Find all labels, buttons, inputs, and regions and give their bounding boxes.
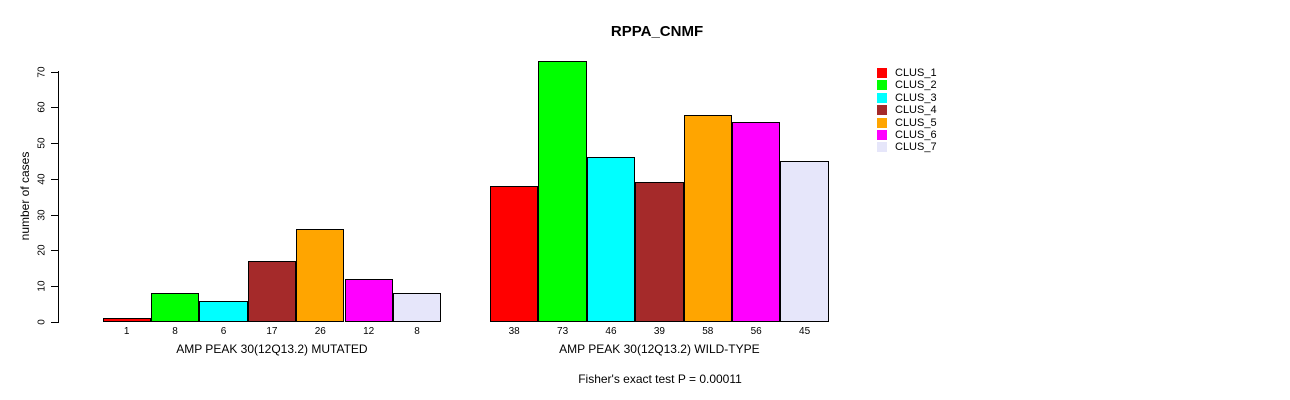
y-tick <box>51 286 58 288</box>
bar <box>538 60 587 322</box>
bar <box>199 300 248 322</box>
legend-swatch <box>877 117 887 128</box>
y-axis-line <box>58 71 59 323</box>
bar-value-label: 8 <box>172 326 178 337</box>
legend-label: CLUS_6 <box>895 129 937 141</box>
y-tick <box>51 214 58 216</box>
legend-label: CLUS_3 <box>895 91 937 104</box>
legend-row: CLUS_1 <box>877 67 937 79</box>
y-tick <box>51 71 58 73</box>
legend-label: CLUS_7 <box>895 141 937 154</box>
y-tick <box>51 143 58 145</box>
y-tick-label: 60 <box>36 101 48 113</box>
legend-swatch <box>877 92 887 103</box>
legend-label: CLUS_2 <box>895 79 937 92</box>
legend-row: CLUS_4 <box>877 104 937 116</box>
bar <box>247 261 297 322</box>
bar <box>780 161 829 322</box>
bar-value-label: 38 <box>508 326 520 337</box>
bar <box>392 293 442 322</box>
bar <box>150 293 200 322</box>
legend-label: CLUS_5 <box>895 116 937 129</box>
y-tick-label: 20 <box>36 244 48 257</box>
group-label: AMP PEAK 30(12Q13.2) MUTATED <box>176 342 368 356</box>
legend-label: CLUS_4 <box>895 104 937 117</box>
legend-row: CLUS_6 <box>877 129 937 141</box>
bar <box>586 157 636 322</box>
legend-swatch <box>877 142 887 153</box>
bar-value-label: 58 <box>702 326 714 337</box>
legend-swatch <box>877 80 887 91</box>
footnote: Fisher's exact test P = 0.00011 <box>578 372 742 386</box>
bar <box>296 228 345 322</box>
bar-value-label: 6 <box>220 326 227 337</box>
bar-value-label: 56 <box>750 326 762 337</box>
bar-value-label: 1 <box>123 326 130 337</box>
y-tick <box>51 178 58 180</box>
legend-row: CLUS_7 <box>877 141 937 153</box>
legend-swatch <box>877 130 887 140</box>
bar <box>635 182 684 322</box>
chart-title: RPPA_CNMF <box>610 23 704 40</box>
legend-row: CLUS_3 <box>877 92 937 104</box>
bar-value-label: 73 <box>557 326 569 337</box>
y-tick-label: 70 <box>36 66 48 78</box>
y-tick <box>51 107 58 109</box>
legend-swatch <box>877 105 887 116</box>
bar <box>732 121 781 322</box>
bar <box>344 279 393 322</box>
y-tick-label: 50 <box>36 137 48 149</box>
y-tick-label: 10 <box>36 280 48 292</box>
y-axis-label: number of cases <box>18 151 32 241</box>
legend-label: CLUS_1 <box>895 67 937 79</box>
bar-value-label: 39 <box>653 326 665 337</box>
y-tick <box>51 322 58 323</box>
bar <box>102 318 151 322</box>
y-tick-label: 40 <box>36 173 48 185</box>
legend-row: CLUS_5 <box>877 117 937 129</box>
bar-value-label: 12 <box>363 326 375 337</box>
y-tick <box>51 250 58 252</box>
legend-row: CLUS_2 <box>877 79 937 91</box>
group-label: AMP PEAK 30(12Q13.2) WILD-TYPE <box>559 342 760 356</box>
y-tick-label: 30 <box>36 209 48 221</box>
bar <box>683 114 732 322</box>
bar-value-label: 46 <box>605 326 617 337</box>
bar-value-label: 26 <box>314 326 326 337</box>
bar-value-label: 17 <box>266 326 278 337</box>
y-tick-label: 0 <box>36 319 48 325</box>
bar-value-label: 8 <box>414 326 420 337</box>
bar <box>490 186 539 322</box>
bar-value-label: 45 <box>799 326 811 337</box>
legend-swatch <box>877 68 887 78</box>
